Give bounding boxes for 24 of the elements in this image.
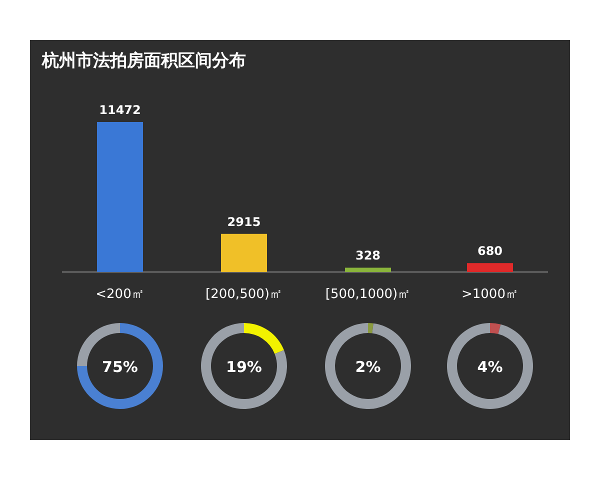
bar: [345, 268, 391, 272]
data-label: 680: [477, 244, 503, 258]
donut-slice: [77, 323, 163, 409]
donut-slice: [325, 323, 411, 409]
donut-slice: [244, 323, 284, 354]
bar: [221, 234, 267, 272]
bar: [97, 122, 143, 272]
x-tick-label: <200㎡: [96, 287, 144, 302]
x-tick-label: [200,500)㎡: [206, 287, 282, 302]
donut-slice: [490, 323, 501, 334]
chart-title: 杭州市法拍房面积区间分布: [41, 51, 246, 71]
text: 4%: [477, 358, 503, 376]
data-label: 11472: [99, 103, 141, 117]
text: 19%: [226, 358, 262, 376]
text: 75%: [102, 358, 138, 376]
donut-slice: [201, 323, 287, 409]
x-tick-label: >1000㎡: [462, 287, 518, 302]
data-label: 328: [355, 248, 381, 263]
data-label: 2915: [227, 214, 261, 229]
x-tick-label: [500,1000)㎡: [325, 287, 411, 302]
bar: [467, 263, 513, 272]
donut-slice: [368, 323, 374, 334]
donut-slice: [447, 323, 533, 409]
text: 2%: [355, 358, 381, 376]
